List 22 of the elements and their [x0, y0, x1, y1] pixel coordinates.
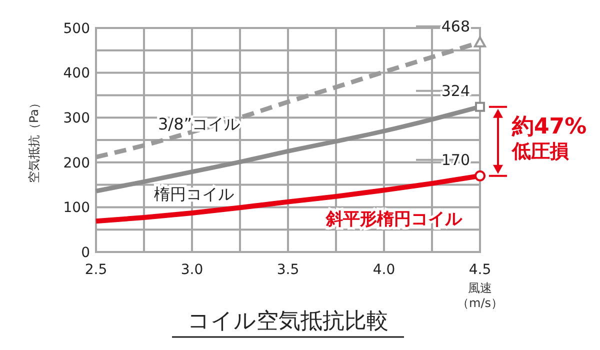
text: 約47% — [511, 114, 587, 140]
series-label: 楕円コイル — [154, 184, 234, 204]
data-label: 468 — [441, 18, 470, 36]
x-axis-title: 風速（m/s） — [457, 281, 503, 310]
y-tick-label: 400 — [63, 66, 90, 82]
y-tick-label: 200 — [63, 155, 90, 172]
text: コイル空気抵抗比較 — [188, 309, 388, 334]
data-label: 170 — [441, 151, 470, 170]
series-label: 斜平形楕円コイル — [325, 209, 463, 230]
series-label: 3/8”コイル — [158, 114, 240, 134]
y-axis-title: 空気抵抗（Pa） — [27, 96, 41, 184]
data-label: 324 — [441, 82, 470, 100]
y-tick-label: 0 — [81, 244, 90, 261]
x-tick-label: 3.0 — [180, 262, 204, 278]
x-tick-label: 4.0 — [372, 262, 396, 278]
x-tick-label: 2.5 — [84, 262, 108, 278]
x-tick-label: 3.5 — [276, 262, 300, 278]
y-tick-label: 300 — [63, 110, 90, 126]
y-tick-label: 500 — [63, 20, 90, 37]
text: 低圧損 — [511, 140, 569, 162]
y-tick-label: 100 — [63, 200, 90, 216]
x-tick-label: 4.5 — [468, 262, 492, 278]
